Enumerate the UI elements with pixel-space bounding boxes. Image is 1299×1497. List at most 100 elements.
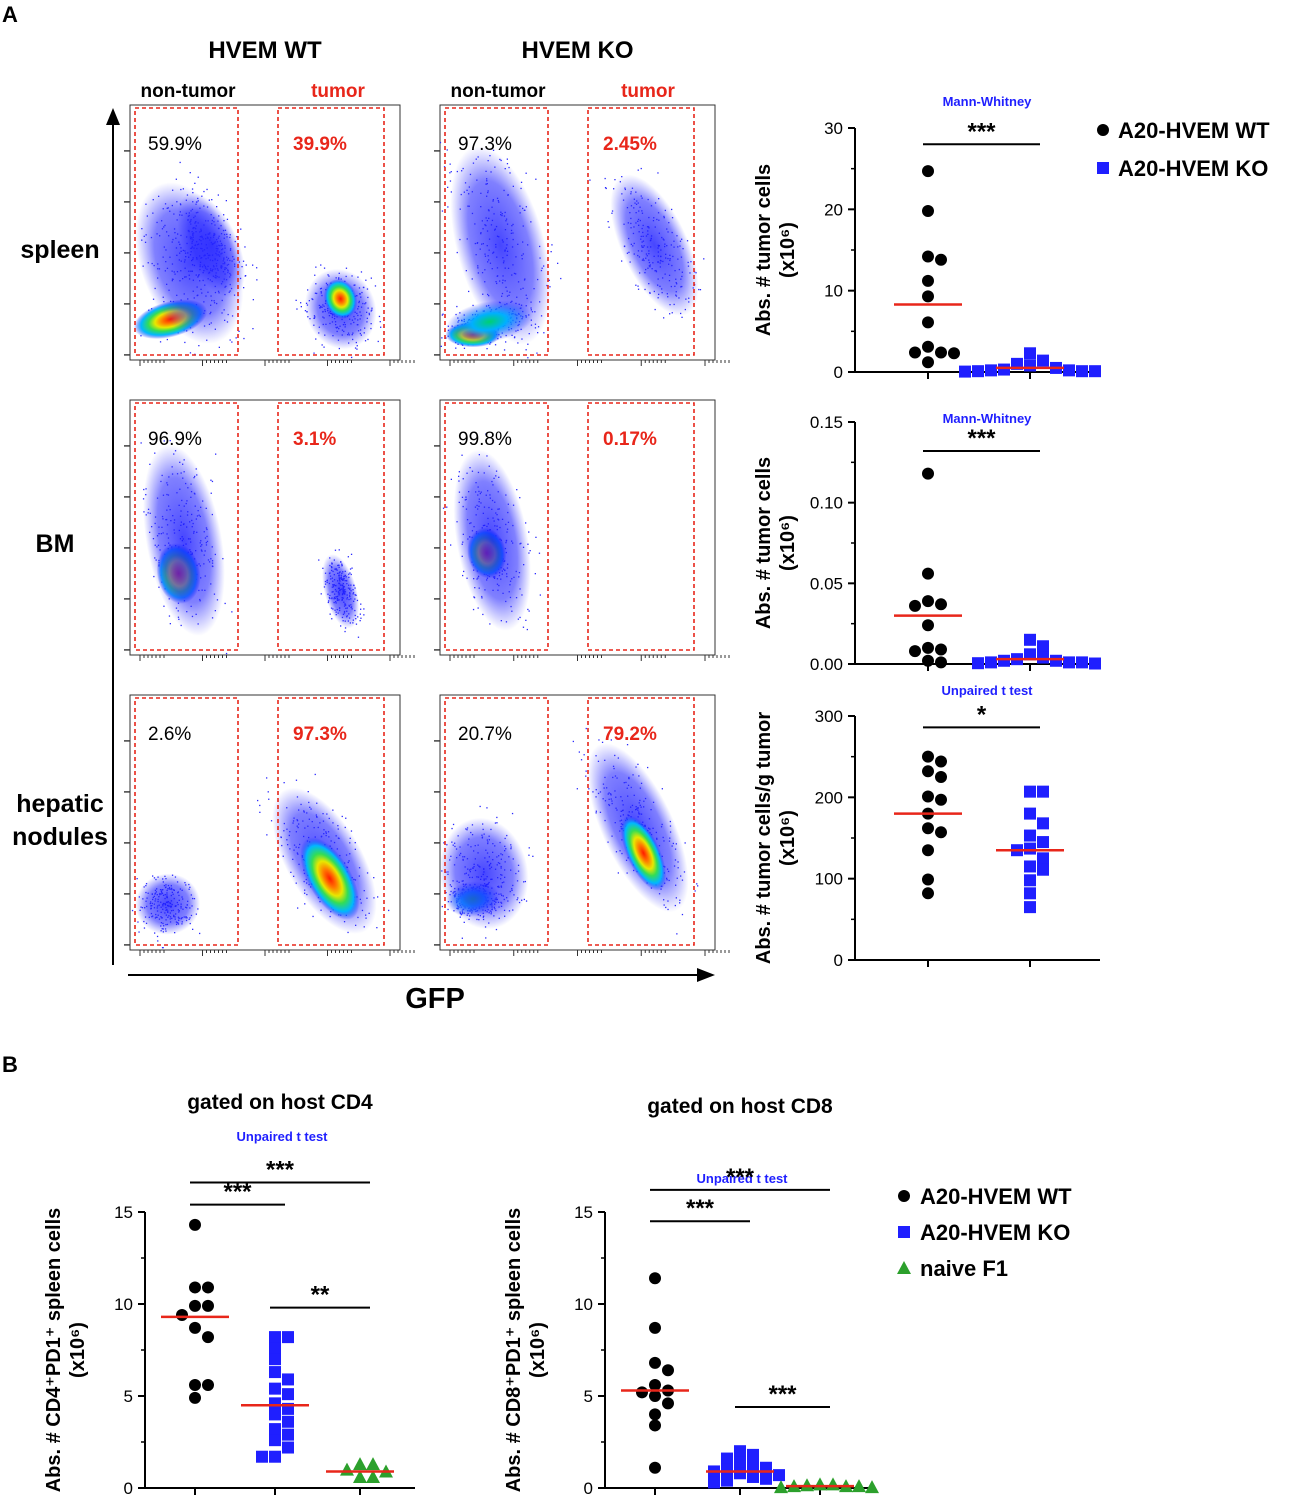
event-dot [426,158,427,159]
event-dot [676,933,678,935]
circle-icon [1097,124,1109,136]
data-point [935,755,947,768]
data-point [1037,836,1049,849]
event-dot [694,890,696,892]
event-dot [363,608,365,610]
event-dot [231,341,233,343]
gate-label-tumor: tumor [621,81,675,102]
event-dot [334,549,337,551]
y-axis-label: (x10⁶) [777,222,799,278]
data-point [721,1463,733,1476]
data-point [1037,817,1049,830]
data-point [649,1272,661,1285]
series-circle [894,467,962,669]
gate-percent-tumor: 97.3% [293,724,347,745]
event-dot [156,935,159,938]
data-point [269,1397,281,1410]
event-dot [283,782,285,784]
gate-percent-tumor: 2.45% [603,134,657,155]
event-dot [720,313,721,314]
y-axis-label: Abs. # tumor cells [753,164,775,336]
event-dot [699,289,702,291]
significance-label: *** [223,1179,252,1206]
series-triangle [774,1477,879,1494]
event-dot [374,285,377,287]
event-dot [367,338,369,341]
event-dot [140,442,142,444]
data-point [1024,347,1036,360]
gate-non-tumor [444,107,549,356]
y-axis-arrowhead [106,108,120,125]
event-dot [159,341,162,343]
data-point [922,619,934,632]
panel-label-a: A [2,2,18,27]
legend-label: A20-HVEM KO [920,1220,1070,1245]
event-dot [477,607,479,609]
data-point [747,1448,759,1461]
data-point [282,1373,294,1386]
event-dot [647,766,649,769]
gate-tumor [277,402,385,651]
test-label: Unpaired t test [696,1171,788,1186]
event-dot [598,739,600,741]
event-dot [492,149,495,151]
data-point [922,204,934,217]
event-dot [451,827,453,830]
event-dot [607,221,609,223]
event-dot [557,262,559,264]
data-point [1037,651,1049,664]
gate-percent-non-tumor: 59.9% [148,134,202,155]
event-dot [295,779,298,781]
data-point [826,1477,840,1491]
event-dot [143,927,146,929]
data-point [269,1382,281,1395]
event-dot [578,751,580,753]
event-dot [315,266,317,268]
event-dot [522,626,525,628]
gate-non-tumor [134,107,239,356]
event-dot [635,284,637,286]
y-tick-label: 5 [584,1387,593,1406]
data-point [922,567,934,580]
event-dot [572,740,574,743]
y-tick-label: 300 [815,707,843,726]
data-point [269,1353,281,1366]
y-tick-label: 10 [574,1295,593,1314]
data-point [189,1391,201,1404]
data-point [985,364,997,377]
data-point [282,1388,294,1401]
event-dot [585,727,587,730]
y-axis-label: (x10⁶) [67,1322,89,1378]
event-dot [543,332,545,334]
event-dot [257,799,259,802]
event-dot [351,567,353,569]
gate-non-tumor [134,402,239,651]
event-dot [538,552,541,554]
event-dot [314,274,316,276]
gate-percent-tumor: 39.9% [293,134,347,155]
event-dot [300,306,302,308]
event-dot [136,878,138,880]
y-tick-label: 0.00 [810,655,843,674]
data-point [649,1390,661,1402]
test-label: Unpaired t test [941,683,1033,698]
event-dot [446,149,448,151]
event-dot [179,161,181,164]
event-dot [175,178,177,180]
data-point [340,1462,354,1476]
data-point [1076,365,1088,378]
event-dot [364,340,367,342]
event-dot [380,326,382,328]
event-dot [169,440,171,442]
event-dot [168,615,171,617]
event-dot [236,236,238,238]
gate-non-tumor [444,402,549,651]
event-dot [446,506,448,508]
legend-label: A20-HVEM WT [920,1184,1072,1209]
data-point [649,1408,661,1421]
event-dot [525,522,527,524]
gate-percent-tumor: 0.17% [603,429,657,450]
event-dot [525,619,527,621]
event-dot [268,798,270,800]
data-point [708,1476,720,1489]
